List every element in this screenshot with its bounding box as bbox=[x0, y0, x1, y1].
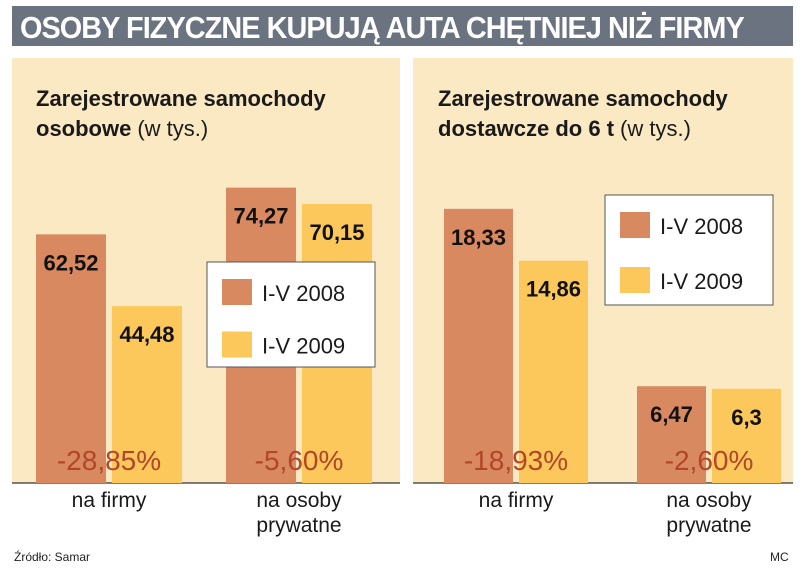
right-value-label-2009-firmy: 14,86 bbox=[526, 277, 581, 302]
left-value-label-2009-firmy: 44,48 bbox=[119, 322, 174, 347]
right-category-label-prywatne: na osoby bbox=[666, 489, 752, 512]
left-legend-swatch-2008 bbox=[222, 279, 252, 305]
right-legend-label-2009: I-V 2009 bbox=[660, 269, 743, 294]
right-bar-2008-firmy bbox=[444, 208, 513, 484]
right-bar-2009-firmy bbox=[519, 260, 588, 483]
left-bar-2008-firmy bbox=[36, 234, 106, 483]
left-category-label-prywatne-line2: prywatne bbox=[256, 514, 341, 537]
footer-source: Źródło: Samar bbox=[14, 550, 91, 564]
left-legend-swatch-2009 bbox=[222, 331, 252, 358]
page-title: OSOBY FIZYCZNE KUPUJĄ AUTA CHĘTNIEJ NIŻ … bbox=[20, 10, 745, 45]
header-bar: OSOBY FIZYCZNE KUPUJĄ AUTA CHĘTNIEJ NIŻ … bbox=[12, 6, 793, 46]
right-legend-swatch-2008 bbox=[620, 212, 650, 238]
right-value-label-2008-prywatne: 6,47 bbox=[650, 402, 693, 427]
right-chart-title-line1: Zarejestrowane samochody bbox=[438, 86, 729, 111]
right-category-label-prywatne-line2: prywatne bbox=[666, 514, 751, 537]
right-value-label-2008-firmy: 18,33 bbox=[451, 225, 506, 250]
left-category-label-prywatne: na osoby bbox=[256, 489, 342, 512]
right-bar-2008-prywatne bbox=[637, 386, 706, 483]
left-category-label-firmy: na firmy bbox=[72, 489, 147, 512]
left-chart-title-unit: (w tys.) bbox=[137, 116, 208, 141]
right-chart-title-unit: (w tys.) bbox=[620, 116, 691, 141]
left-value-label-2009-prywatne: 70,15 bbox=[309, 220, 364, 245]
left-chart: 62,52 44,48 -28,85% na firmy 74,27 70,15 -5,60… bbox=[36, 187, 376, 537]
right-chart-title-line2: dostawcze do 6 t (w tys.) bbox=[438, 116, 691, 141]
left-change-label-firmy: -28,85% bbox=[57, 445, 161, 476]
right-category-label-firmy: na firmy bbox=[479, 489, 554, 512]
left-legend-label-2009: I-V 2009 bbox=[262, 334, 345, 359]
right-value-label-2009-prywatne: 6,3 bbox=[731, 405, 762, 430]
right-bar-2009-prywatne bbox=[712, 388, 781, 483]
left-chart-title-line1: Zarejestrowane samochody bbox=[36, 86, 327, 111]
right-chart-title-bold: dostawcze do 6 t bbox=[438, 116, 615, 141]
right-change-label-prywatne: -2,60% bbox=[665, 445, 754, 476]
left-value-label-2008-firmy: 62,52 bbox=[43, 250, 98, 275]
right-legend-label-2008: I-V 2008 bbox=[660, 214, 743, 239]
left-chart-title-bold: osobowe bbox=[36, 116, 131, 141]
right-legend-swatch-2009 bbox=[620, 267, 650, 293]
footer-credit: MC bbox=[770, 550, 789, 564]
left-change-label-prywatne: -5,60% bbox=[255, 445, 344, 476]
left-legend-label-2008: I-V 2008 bbox=[262, 281, 345, 306]
right-change-label-firmy: -18,93% bbox=[464, 445, 568, 476]
right-chart: 18,33 14,86 -18,93% na firmy 6,47 6,3 -2,60% na… bbox=[444, 194, 781, 537]
left-chart-title-line2: osobowe (w tys.) bbox=[36, 116, 208, 141]
left-bar-2009-firmy bbox=[112, 306, 182, 483]
left-value-label-2008-prywatne: 74,27 bbox=[233, 204, 288, 229]
